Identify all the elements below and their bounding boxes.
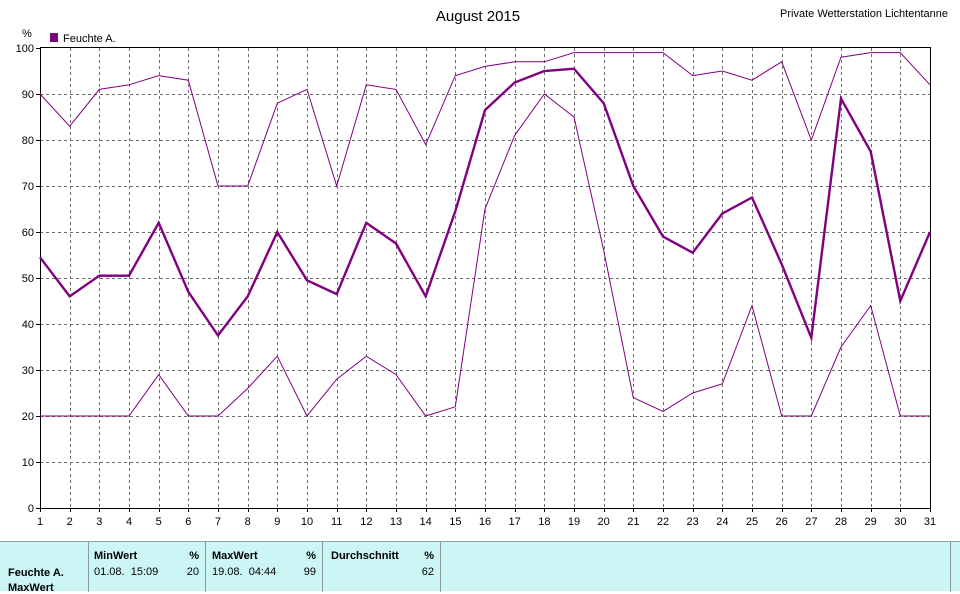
legend: Feuchte A.: [50, 33, 116, 45]
stats-separator: [205, 542, 206, 592]
x-tick-label: 7: [215, 516, 221, 528]
y-unit-label: %: [22, 28, 32, 40]
max-unit: %: [306, 550, 316, 562]
y-tick-label: 60: [22, 227, 34, 239]
avg-column: Durchschnitt % 62: [323, 542, 440, 592]
x-tick-label: 27: [805, 516, 817, 528]
x-tick-label: 21: [627, 516, 639, 528]
x-tick-label: 31: [924, 516, 936, 528]
max-datetime: 19.08. 04:44: [212, 566, 277, 578]
x-tick-label: 28: [835, 516, 847, 528]
min-header: MinWert: [94, 550, 138, 562]
y-tick-label: 70: [22, 181, 34, 193]
min-datetime: 01.08. 15:09: [94, 566, 159, 578]
x-tick-label: 3: [96, 516, 102, 528]
grid-layer: [40, 48, 930, 508]
legend-label: Feuchte A.: [63, 33, 116, 45]
y-tick-label: 90: [22, 89, 34, 101]
x-tick-label: 6: [185, 516, 191, 528]
x-tick-label: 19: [568, 516, 580, 528]
x-tick-label: 13: [390, 516, 402, 528]
stats-separator: [440, 542, 441, 592]
station-name: Private Wetterstation Lichtentanne: [780, 8, 948, 20]
max-header: MaxWert: [212, 550, 258, 562]
y-tick-label: 100: [16, 43, 34, 55]
x-tick-label: 23: [687, 516, 699, 528]
stats-row-label-secondary: MaxWert: [8, 582, 54, 594]
stats-row-label: Feuchte A.: [8, 567, 64, 579]
y-tick-label: 0: [28, 503, 34, 515]
statistics-panel: Feuchte A. MaxWert MinWert % 01.08. 15:0…: [0, 541, 960, 594]
x-tick-label: 12: [360, 516, 372, 528]
legend-swatch: [50, 33, 58, 42]
x-tick-label: 15: [449, 516, 461, 528]
x-tick-label: 4: [126, 516, 132, 528]
x-tick-label: 10: [301, 516, 313, 528]
series-line-max: [39, 52, 931, 188]
min-column: MinWert % 01.08. 15:09 20: [89, 542, 205, 592]
max-column: MaxWert % 19.08. 04:44 99: [206, 542, 322, 592]
series-layer: [39, 52, 932, 417]
x-tick-label: 11: [331, 516, 342, 528]
y-tick-label: 50: [22, 273, 34, 285]
x-tick-label: 26: [776, 516, 788, 528]
x-tick-label: 14: [420, 516, 432, 528]
y-tick-label: 10: [22, 457, 34, 469]
x-tick-label: 5: [156, 516, 162, 528]
x-tick-label: 2: [67, 516, 73, 528]
x-tick-label: 20: [598, 516, 610, 528]
x-tick-label: 16: [479, 516, 491, 528]
tick-layer: 1 2 3 4 5 6 7 8 9 10 11 12 13 14 15 16 17 18 19 20 21 22 23 24 2…: [16, 43, 936, 528]
chart-title: August 2015: [436, 8, 520, 25]
x-tick-label: 22: [657, 516, 669, 528]
x-tick-label: 1: [37, 516, 43, 528]
y-tick-label: 40: [22, 319, 34, 331]
y-tick-label: 20: [22, 411, 34, 423]
stats-separator: [88, 542, 89, 592]
avg-header: Durchschnitt: [331, 550, 399, 562]
x-tick-label: 25: [746, 516, 758, 528]
min-value: 20: [186, 566, 199, 578]
chart-area: August 2015 Private Wetterstation Lichte…: [16, 8, 948, 528]
humidity-chart: August 2015 Private Wetterstation Lichte…: [16, 8, 948, 528]
x-tick-label: 24: [716, 516, 728, 528]
y-tick-label: 30: [22, 365, 34, 377]
stats-separator: [322, 542, 323, 592]
series-line-min: [40, 93, 930, 417]
series-line-mean: [39, 67, 932, 343]
y-tick-label: 80: [22, 135, 34, 147]
x-tick-label: 9: [274, 516, 280, 528]
x-tick-label: 29: [865, 516, 877, 528]
x-tick-label: 18: [538, 516, 550, 528]
min-unit: %: [189, 550, 199, 562]
max-value: 99: [303, 566, 316, 578]
avg-unit: %: [424, 550, 434, 562]
x-tick-label: 30: [894, 516, 906, 528]
stats-separator: [950, 542, 951, 592]
x-tick-label: 17: [509, 516, 521, 528]
avg-value: 62: [421, 566, 434, 578]
x-tick-label: 8: [245, 516, 251, 528]
